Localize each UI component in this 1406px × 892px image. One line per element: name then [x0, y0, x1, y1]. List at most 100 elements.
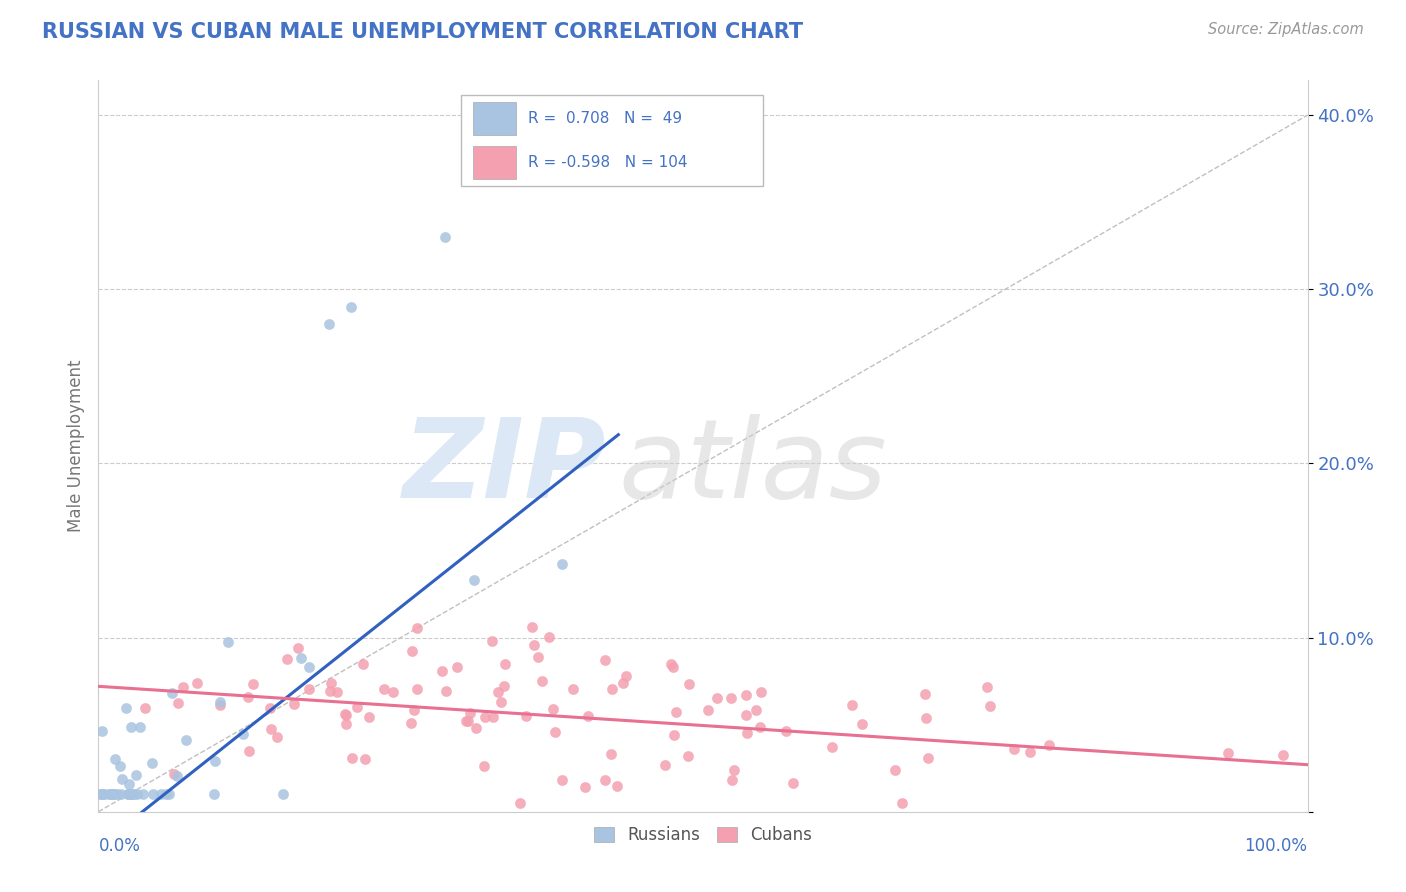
Point — [1004, 742, 1026, 756]
Point — [401, 644, 423, 658]
Point — [163, 767, 186, 781]
Point — [98, 787, 121, 801]
Point — [735, 725, 758, 739]
Point — [706, 690, 728, 705]
Point — [659, 657, 682, 671]
Point — [550, 773, 572, 788]
Point — [481, 633, 503, 648]
Point — [105, 787, 128, 801]
Point — [110, 758, 132, 772]
Point — [103, 787, 125, 801]
Point — [340, 300, 363, 314]
Point — [433, 230, 456, 244]
Point — [117, 787, 139, 801]
Point — [90, 787, 112, 801]
Point — [720, 772, 742, 787]
Point — [298, 681, 321, 696]
Point — [335, 716, 357, 731]
Point — [914, 687, 936, 701]
Point — [696, 703, 718, 717]
Point — [749, 720, 772, 734]
Point — [340, 751, 363, 765]
Point — [1216, 746, 1239, 760]
Point — [436, 683, 458, 698]
Point — [373, 682, 395, 697]
Legend: Russians, Cubans: Russians, Cubans — [588, 820, 818, 851]
Text: atlas: atlas — [619, 415, 887, 522]
Point — [541, 702, 564, 716]
Point — [405, 682, 427, 697]
Point — [406, 621, 429, 635]
Point — [172, 681, 194, 695]
Point — [494, 657, 516, 671]
Text: ZIP: ZIP — [402, 415, 606, 522]
Point — [482, 709, 505, 723]
Point — [1272, 748, 1295, 763]
Point — [614, 669, 637, 683]
Point — [121, 787, 143, 801]
Point — [654, 758, 676, 772]
Point — [134, 701, 156, 715]
Point — [775, 724, 797, 739]
Point — [176, 732, 198, 747]
Point — [917, 751, 939, 765]
Point — [520, 620, 543, 634]
Point — [891, 796, 914, 810]
Point — [346, 700, 368, 714]
Point — [914, 711, 936, 725]
Point — [665, 705, 688, 719]
Point — [204, 754, 226, 768]
Point — [259, 722, 281, 736]
Point — [155, 787, 177, 801]
Point — [489, 695, 512, 709]
Point — [232, 727, 254, 741]
Point — [841, 698, 863, 713]
Point — [600, 747, 623, 761]
Point — [160, 686, 183, 700]
Point — [117, 787, 139, 801]
Point — [472, 759, 495, 773]
Point — [606, 779, 628, 793]
Point — [527, 649, 550, 664]
Point — [125, 768, 148, 782]
Point — [751, 685, 773, 699]
Point — [593, 773, 616, 788]
Point — [149, 787, 172, 801]
Point — [236, 690, 259, 704]
Point — [208, 695, 231, 709]
Point — [523, 638, 546, 652]
Point — [319, 675, 342, 690]
Point — [157, 787, 180, 801]
Point — [600, 682, 623, 697]
Point — [720, 690, 742, 705]
Point — [446, 659, 468, 673]
Point — [125, 787, 148, 801]
Point — [430, 665, 453, 679]
Point — [464, 721, 486, 735]
Point — [118, 787, 141, 801]
Point — [141, 756, 163, 770]
Point — [103, 787, 125, 801]
Point — [122, 787, 145, 801]
Point — [290, 651, 312, 665]
Y-axis label: Male Unemployment: Male Unemployment — [66, 359, 84, 533]
Point — [457, 714, 479, 728]
Point — [238, 744, 260, 758]
Point — [782, 776, 804, 790]
Point — [723, 763, 745, 777]
Point — [120, 720, 142, 734]
Point — [551, 557, 574, 571]
Point — [89, 787, 111, 801]
Point — [209, 698, 232, 713]
Point — [110, 787, 132, 801]
Point — [186, 675, 208, 690]
Point — [287, 641, 309, 656]
Point — [544, 725, 567, 739]
Point — [94, 787, 117, 801]
Point — [217, 635, 239, 649]
Point — [530, 674, 553, 689]
Point — [402, 702, 425, 716]
Point — [979, 699, 1001, 714]
Point — [318, 317, 340, 331]
Point — [576, 709, 599, 723]
